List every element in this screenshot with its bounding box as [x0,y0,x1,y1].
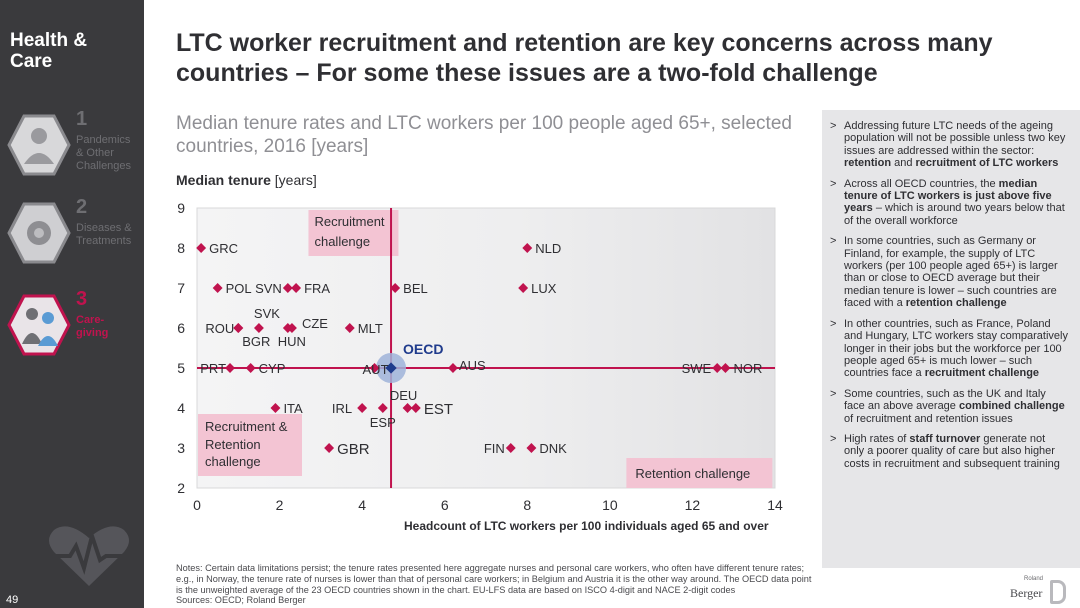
footnotes: Notes: Certain data limitations persist;… [176,563,816,606]
point-marker-nld [522,243,533,253]
point-label-bgr: BGR [242,334,270,349]
point-marker-nor [720,363,731,373]
point-marker-swe [712,363,723,373]
point-label-nor: NOR [733,361,762,376]
panel-bullet: Across all OECD countries, the median te… [830,178,1068,228]
point-label-esp: ESP [370,415,396,430]
y-tick-label: 8 [177,240,185,256]
sidebar-item-diseases[interactable]: 2 Diseases & Treatments [0,196,144,280]
point-label-irl: IRL [332,401,352,416]
x-axis-title: Headcount of LTC workers per 100 individ… [404,519,769,533]
point-label-swe: SWE [682,361,712,376]
heartbeat-icon [48,526,130,586]
point-label-grc: GRC [209,241,238,256]
point-label-rou: ROU [205,321,234,336]
person-icon [7,114,71,176]
y-tick-label: 6 [177,320,185,336]
point-label-prt: PRT [200,361,226,376]
point-label-bel: BEL [403,281,428,296]
commentary-panel: Addressing future LTC needs of the agein… [822,110,1080,568]
y-tick-label: 7 [177,280,185,296]
panel-bullet: Addressing future LTC needs of the agein… [830,120,1068,170]
panel-bullet: In some countries, such as Germany or Fi… [830,235,1068,309]
sidebar-item-caregiving[interactable]: 3 Care- giving [0,288,144,372]
panel-bullet: High rates of staff turnover generate no… [830,433,1068,470]
retention-challenge-box [626,458,773,488]
x-tick-label: 6 [441,497,449,513]
page-number: 49 [6,594,19,606]
point-label-aus: AUS [459,358,486,373]
chart-subtitle: Median tenure rates and LTC workers per … [176,113,792,157]
point-label-mlt: MLT [358,321,383,336]
point-label-fin: FIN [484,441,505,456]
notes-text: Notes: Certain data limitations persist;… [176,563,812,595]
point-label-gbr: GBR [337,441,370,458]
combined-challenge-box [198,414,302,476]
y-tick-label: 4 [177,400,185,416]
sources-text: Sources: OECD; Roland Berger [176,595,306,606]
y-axis-title: Median tenure [years] [176,172,317,188]
point-marker-deu [402,403,413,413]
panel-bullet: Some countries, such as the UK and Italy… [830,388,1068,425]
sidebar: Health & Care 1 Pandemics & Other Challe… [0,0,144,608]
x-tick-label: 4 [358,497,366,513]
oecd-marker [385,362,397,374]
sidebar-item-pandemics[interactable]: 1 Pandemics & Other Challenges [0,108,144,192]
point-label-cyp: CYP [259,361,286,376]
y-tick-label: 2 [177,480,185,496]
point-label-ita: ITA [283,401,303,416]
x-tick-label: 10 [602,497,618,513]
point-label-dnk: DNK [539,441,567,456]
x-tick-label: 2 [276,497,284,513]
x-tick-label: 12 [685,497,701,513]
y-tick-label: 3 [177,440,185,456]
caregiver-icon [7,294,71,356]
page-title: LTC worker recruitment and retention are… [176,29,993,87]
x-tick-label: 0 [193,497,201,513]
point-marker-est [410,403,421,413]
section-title: Health & Care [10,30,88,72]
point-label-deu: DEU [390,388,417,403]
point-label-svn: SVN [255,281,282,296]
point-label-est: EST [424,401,453,418]
point-label-lux: LUX [531,281,557,296]
point-label-pol: POL [226,281,252,296]
point-label-hun: HUN [278,334,306,349]
combined-challenge-label: Recruitment & Retention challenge [205,419,288,469]
x-tick-label: 14 [767,497,783,513]
point-marker-esp [377,403,388,413]
point-label-aut: AUT [363,362,389,377]
oecd-label: OECD [403,341,443,357]
point-marker-bel [390,283,401,293]
point-marker-grc [196,243,207,253]
retention-challenge-label: Retention challenge [635,466,750,481]
scatter-chart: Recruitment challenge Recruitment & Retenti… [170,198,790,538]
panel-bullet: In other countries, such as France, Pola… [830,318,1068,380]
x-tick-label: 8 [523,497,531,513]
y-tick-label: 9 [177,200,185,216]
logo-mark-icon [1050,580,1066,604]
y-tick-label: 5 [177,360,185,376]
virus-icon [7,202,71,264]
point-marker-ita [270,403,281,413]
point-label-fra: FRA [304,281,330,296]
chart-canvas: Recruitment challenge Recruitment & Retenti… [177,200,783,513]
point-label-nld: NLD [535,241,561,256]
recruitment-challenge-box [308,210,399,256]
roland-berger-logo: Roland Berger [1010,574,1072,606]
point-marker-svk [253,323,264,333]
point-label-svk: SVK [254,306,280,321]
point-label-cze: CZE [302,316,328,331]
recruitment-challenge-label: Recruitment challenge [314,214,384,249]
